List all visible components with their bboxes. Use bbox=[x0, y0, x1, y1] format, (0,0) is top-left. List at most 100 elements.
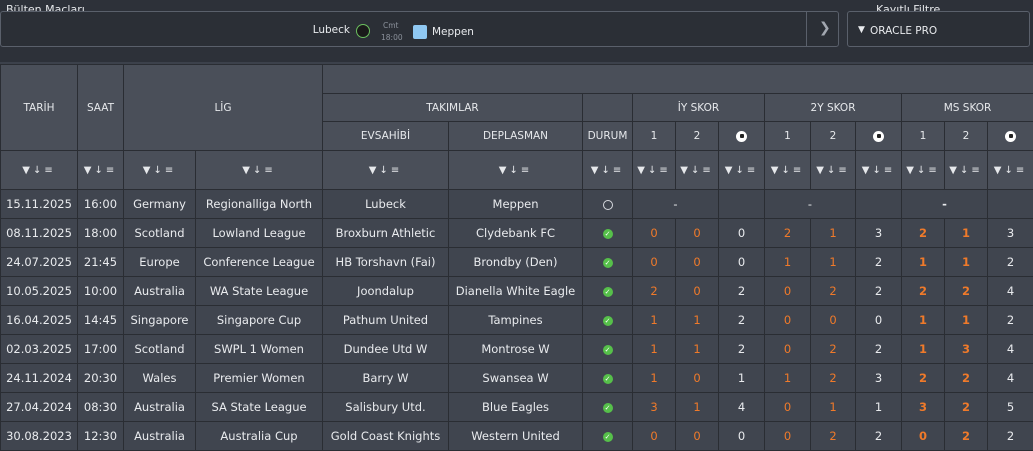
column-filter-sort-icon[interactable]: ▼↓≡ bbox=[944, 150, 988, 190]
filter-value: ORACLE PRO bbox=[870, 25, 938, 37]
cell-country: Wales bbox=[123, 363, 196, 393]
cell-date: 10.05.2025 bbox=[0, 276, 78, 306]
cell-ms-away: 2 bbox=[944, 363, 988, 393]
soccer-ball-icon bbox=[736, 130, 747, 142]
cell-2y-away: 2 bbox=[810, 363, 856, 393]
cell-status bbox=[582, 189, 633, 219]
cell-status: ✓ bbox=[582, 421, 633, 451]
col-header-2y-1[interactable]: 1 bbox=[764, 121, 811, 151]
cell-ms-away: 3 bbox=[944, 334, 988, 364]
table-row[interactable]: 08.11.2025 18:00 Scotland Lowland League Bro… bbox=[0, 218, 1033, 248]
match-selector[interactable]: Lubeck Cmt 18:00 Meppen ❯ bbox=[0, 11, 839, 47]
col-header-iy-total[interactable] bbox=[718, 121, 765, 151]
cell-iy-score: - bbox=[632, 189, 719, 219]
column-filter-sort-icon[interactable]: ▼↓≡ bbox=[764, 150, 811, 190]
cell-2y-total: 2 bbox=[855, 276, 902, 306]
column-filter-sort-icon[interactable]: ▼↓≡ bbox=[123, 150, 196, 190]
col-header-2y-2[interactable]: 2 bbox=[810, 121, 856, 151]
cell-home-team: Broxburn Athletic bbox=[322, 218, 449, 248]
group-header-2y-skor: 2Y SKOR bbox=[764, 93, 902, 122]
header-blank bbox=[321, 64, 1033, 94]
table-row[interactable]: 30.08.2023 12:30 Australia Australia Cup Gol… bbox=[0, 421, 1033, 451]
cell-time: 20:30 bbox=[77, 363, 124, 393]
column-filter-sort-icon[interactable]: ▼↓≡ bbox=[855, 150, 902, 190]
col-header-ms-1[interactable]: 1 bbox=[901, 121, 945, 151]
cell-date: 24.07.2025 bbox=[0, 247, 78, 277]
column-filter-sort-icon[interactable]: ▼↓≡ bbox=[718, 150, 765, 190]
cell-iy-home: 0 bbox=[632, 218, 676, 248]
table-row[interactable]: 15.11.2025 16:00 Germany Regionalliga North… bbox=[0, 189, 1033, 219]
col-header-ms-2[interactable]: 2 bbox=[944, 121, 988, 151]
col-header-2y-total[interactable] bbox=[855, 121, 902, 151]
cell-2y-total: 1 bbox=[855, 392, 902, 422]
cell-ms-total: 4 bbox=[986, 363, 1033, 393]
cell-ms-total: 4 bbox=[986, 276, 1033, 306]
table-row[interactable]: 02.03.2025 17:00 Scotland SWPL 1 Women Dunde… bbox=[0, 334, 1033, 364]
column-filter-sort-icon[interactable]: ▼↓≡ bbox=[986, 150, 1033, 190]
filter-row: ▼↓≡ ▼↓≡ ▼↓≡ ▼↓≡ ▼↓≡ ▼↓≡ ▼↓≡ ▼↓≡ ▼↓≡ ▼↓≡ ▼↓≡ ▼↓≡ ▼↓≡ ▼… bbox=[0, 150, 1033, 190]
saved-filter-select[interactable]: ▼ ORACLE PRO bbox=[847, 11, 1030, 47]
soccer-ball-icon bbox=[1005, 130, 1017, 142]
match-time: 18:00 bbox=[381, 33, 403, 42]
column-filter-sort-icon[interactable]: ▼↓≡ bbox=[77, 150, 124, 190]
table-row[interactable]: 16.04.2025 14:45 Singapore Singapore Cup Pat… bbox=[0, 305, 1033, 335]
table-row[interactable]: 10.05.2025 10:00 Australia WA State League J… bbox=[0, 276, 1033, 306]
column-filter-sort-icon[interactable]: ▼↓≡ bbox=[810, 150, 856, 190]
cell-time: 12:30 bbox=[77, 421, 124, 451]
cell-league: WA State League bbox=[195, 276, 323, 306]
chevron-right-icon[interactable]: ❯ bbox=[819, 20, 831, 36]
cell-2y-total: 2 bbox=[855, 247, 902, 277]
cell-status: ✓ bbox=[582, 363, 633, 393]
col-header-durum[interactable]: DURUM bbox=[582, 121, 633, 151]
col-header-lig[interactable]: LİG bbox=[123, 64, 323, 151]
cell-iy-home: 1 bbox=[632, 334, 676, 364]
check-circle-icon: ✓ bbox=[602, 315, 613, 326]
cell-away-team: Western United bbox=[448, 421, 583, 451]
column-filter-sort-icon[interactable]: ▼↓≡ bbox=[322, 150, 449, 190]
cell-2y-total: 0 bbox=[855, 305, 902, 335]
cell-status: ✓ bbox=[582, 218, 633, 248]
cell-iy-home: 0 bbox=[632, 247, 676, 277]
column-filter-sort-icon[interactable]: ▼↓≡ bbox=[582, 150, 633, 190]
cell-iy-total: 4 bbox=[718, 392, 765, 422]
column-filter-sort-icon[interactable]: ▼↓≡ bbox=[632, 150, 676, 190]
cell-iy-total: 2 bbox=[718, 334, 765, 364]
cell-ms-home: 2 bbox=[901, 363, 945, 393]
cell-league: Conference League bbox=[195, 247, 323, 277]
check-circle-icon: ✓ bbox=[602, 286, 613, 297]
cell-ms-home: 1 bbox=[901, 305, 945, 335]
table-row[interactable]: 24.07.2025 21:45 Europe Conference League HB… bbox=[0, 247, 1033, 277]
table-body: 15.11.2025 16:00 Germany Regionalliga North… bbox=[0, 189, 1033, 451]
col-header-tarih[interactable]: TARİH bbox=[0, 64, 78, 151]
cell-status: ✓ bbox=[582, 247, 633, 277]
column-filter-sort-icon[interactable]: ▼↓≡ bbox=[195, 150, 323, 190]
column-filter-sort-icon[interactable]: ▼↓≡ bbox=[675, 150, 719, 190]
cell-iy-away: 0 bbox=[675, 276, 719, 306]
cell-2y-away: 1 bbox=[810, 218, 856, 248]
col-header-iy-1[interactable]: 1 bbox=[632, 121, 676, 151]
cell-2y-away: 1 bbox=[810, 392, 856, 422]
col-header-evsahibi[interactable]: EVSAHİBİ bbox=[322, 121, 449, 151]
col-header-saat[interactable]: SAAT bbox=[77, 64, 124, 151]
cell-ms-total: 2 bbox=[986, 305, 1033, 335]
cell-iy-home: 1 bbox=[632, 305, 676, 335]
column-filter-sort-icon[interactable]: ▼↓≡ bbox=[901, 150, 945, 190]
table-row[interactable]: 24.11.2024 20:30 Wales Premier Women Barry W… bbox=[0, 363, 1033, 393]
col-header-deplasman[interactable]: DEPLASMAN bbox=[448, 121, 583, 151]
score-separator: - bbox=[942, 197, 947, 211]
cell-2y-away: 1 bbox=[810, 247, 856, 277]
cell-league: SA State League bbox=[195, 392, 323, 422]
top-bar: Bülten Maçları Lubeck Cmt 18:00 Meppen ❯… bbox=[0, 0, 1033, 62]
col-header-iy-2[interactable]: 2 bbox=[675, 121, 719, 151]
cell-time: 17:00 bbox=[77, 334, 124, 364]
check-circle-icon: ✓ bbox=[602, 373, 613, 384]
cell-iy-away: 1 bbox=[675, 334, 719, 364]
cell-iy-total: 2 bbox=[718, 305, 765, 335]
away-team-logo bbox=[413, 25, 427, 39]
table-row[interactable]: 27.04.2024 08:30 Australia SA State League S… bbox=[0, 392, 1033, 422]
column-filter-sort-icon[interactable]: ▼↓≡ bbox=[448, 150, 583, 190]
away-team-name: Meppen bbox=[432, 26, 474, 38]
cell-date: 30.08.2023 bbox=[0, 421, 78, 451]
column-filter-sort-icon[interactable]: ▼↓≡ bbox=[0, 150, 78, 190]
col-header-ms-total[interactable] bbox=[986, 121, 1033, 151]
